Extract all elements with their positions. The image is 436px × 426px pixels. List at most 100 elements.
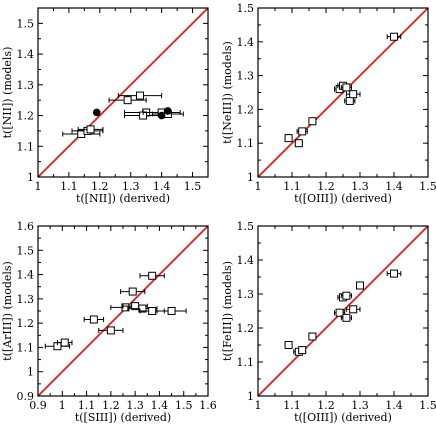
data-point-open-square: [60, 338, 69, 347]
x-tick-label: 0.9: [29, 399, 47, 412]
x-tick-label: 1.2: [317, 180, 335, 193]
data-point-open-square: [342, 313, 351, 322]
data-point-filled-circle: [157, 111, 166, 120]
x-tick-label: 1.4: [151, 399, 169, 412]
y-tick-label: 1.2: [17, 110, 35, 123]
data-point-open-square: [349, 90, 358, 99]
x-tick-label: 1.2: [91, 180, 109, 193]
data-point-open-square: [123, 96, 132, 105]
panel-4: 1 1.1 1.2 1.3 1.4 1.5 1 1.1 1.2 1.3 1.4 1.5 t([OIII]…: [221, 220, 436, 424]
data-point-open-square: [167, 307, 176, 315]
x-axis-label: t([SIII]) (derived): [75, 411, 171, 424]
y-tick-label: 1: [27, 171, 34, 184]
y-axis-label: t([FeIII]) (models): [221, 261, 234, 361]
y-axis-label: t([ArIII]) (models): [1, 261, 14, 361]
data-point-open-square: [298, 127, 307, 136]
x-axis-label: t([OIII]) (derived): [294, 192, 392, 205]
data-point-open-square: [356, 281, 364, 290]
y-tick-label: 1: [247, 390, 254, 403]
data-point-open-square: [284, 341, 293, 349]
x-tick-label: 1.3: [351, 399, 369, 412]
data-point-open-square: [345, 96, 354, 105]
y-tick-label: 1.2: [17, 317, 35, 330]
x-axis-label: t([OIII]) (derived): [294, 411, 392, 424]
x-tick-label: 1.4: [385, 180, 403, 193]
plot-frame: [257, 225, 429, 397]
panel-3: 0.9 1 1.1 1.2 1.3 1.4 1.5 1.6 0.9 1 1.1 1.2 1.3 1.4 1.…: [1, 220, 217, 424]
x-tick-label: 1.5: [184, 180, 202, 193]
data-point-open-square: [390, 269, 398, 278]
y-tick-label: 1: [27, 366, 34, 379]
y-tick-label: 1.3: [17, 79, 35, 92]
x-tick-label: 1: [255, 399, 262, 412]
y-tick-label: 1.1: [237, 356, 255, 369]
data-point-open-square: [308, 332, 317, 341]
x-tick-label: 1: [255, 180, 262, 193]
y-tick-label: 1.2: [237, 103, 255, 116]
y-tick-label: 1.2: [237, 322, 255, 335]
data-point-open-square: [342, 291, 351, 300]
plot-frame: [257, 7, 429, 178]
data-point-filled-circle: [92, 108, 101, 117]
x-tick-label: 1.2: [102, 399, 120, 412]
data-point-open-square: [294, 139, 303, 148]
y-tick-label: 1.4: [237, 254, 255, 267]
panel-2: 1 1.1 1.2 1.3 1.4 1.5 1 1.1 1.2 1.3 1.4 1.5 t([OIII]…: [221, 2, 436, 205]
x-tick-label: 1.2: [317, 399, 335, 412]
y-axis-label: t([NeIII]) (models): [221, 41, 234, 144]
data-point-open-square: [128, 287, 137, 296]
data-point-open-square: [342, 83, 351, 92]
y-tick-label: 1.4: [17, 269, 35, 282]
data-point-open-square: [284, 134, 293, 143]
y-tick-label: 1.6: [17, 220, 35, 233]
y-tick-label: 0.9: [17, 390, 35, 403]
x-tick-label: 1.1: [60, 180, 78, 193]
identity-line: [38, 8, 208, 177]
x-tick-label: 1.3: [126, 399, 144, 412]
data-point-open-square: [106, 326, 115, 335]
y-tick-label: 1.3: [237, 288, 255, 301]
y-tick-label: 1.5: [237, 2, 255, 15]
y-tick-label: 1.3: [17, 293, 35, 306]
x-tick-label: 1.4: [385, 399, 403, 412]
x-tick-label: 1.1: [283, 180, 301, 193]
y-tick-label: 1.1: [237, 137, 255, 150]
y-tick-label: 1.4: [17, 48, 35, 61]
plot-frame: [37, 7, 209, 178]
plot-frame: [37, 225, 209, 397]
y-tick-label: 1.5: [17, 17, 35, 30]
y-tick-label: 1: [247, 171, 254, 184]
y-tick-label: 1.4: [237, 36, 255, 49]
data-point-open-square: [89, 315, 98, 324]
y-tick-label: 1.5: [237, 220, 255, 233]
data-point-filled-circle: [164, 107, 172, 115]
data-point-open-square: [349, 305, 358, 314]
x-tick-label: 1.3: [122, 180, 140, 193]
x-tick-label: 1.5: [419, 180, 436, 193]
x-axis-label: t([NII]) (derived): [76, 192, 170, 205]
x-tick-label: 1.3: [351, 180, 369, 193]
x-tick-label: 1.5: [419, 399, 436, 412]
x-tick-label: 1: [35, 180, 42, 193]
y-tick-label: 1.1: [17, 341, 35, 354]
data-point-open-square: [148, 271, 157, 280]
x-tick-label: 1: [59, 399, 66, 412]
x-tick-label: 1.1: [78, 399, 96, 412]
data-point-open-square: [148, 307, 157, 315]
x-tick-label: 1.4: [153, 180, 171, 193]
data-point-open-square: [298, 346, 307, 355]
data-point-open-square: [138, 304, 147, 313]
x-tick-label: 1.1: [283, 399, 301, 412]
panel-1: 1 1.1 1.2 1.3 1.4 1.5 1 1.1 1.2 1.3 1.4 1.5 t([NII])…: [1, 7, 209, 205]
data-point-open-square: [121, 303, 130, 312]
y-tick-label: 1.5: [17, 244, 35, 257]
y-axis-label: t([NII]) (models): [1, 47, 14, 139]
data-point-open-square: [86, 125, 95, 134]
x-tick-label: 1.6: [199, 399, 217, 412]
data-point-open-square: [390, 32, 398, 41]
y-tick-label: 1.3: [237, 70, 255, 83]
data-point-open-square: [136, 91, 144, 100]
x-tick-label: 1.5: [175, 399, 193, 412]
y-tick-label: 1.1: [17, 140, 35, 153]
